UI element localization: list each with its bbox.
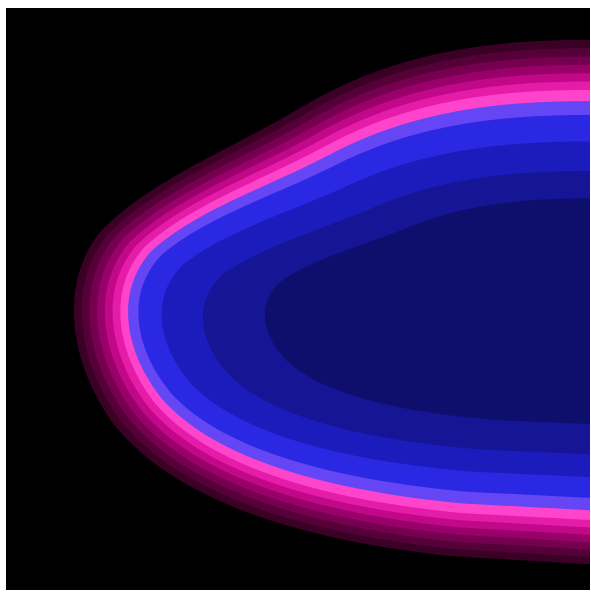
image xyxy=(6,8,590,590)
